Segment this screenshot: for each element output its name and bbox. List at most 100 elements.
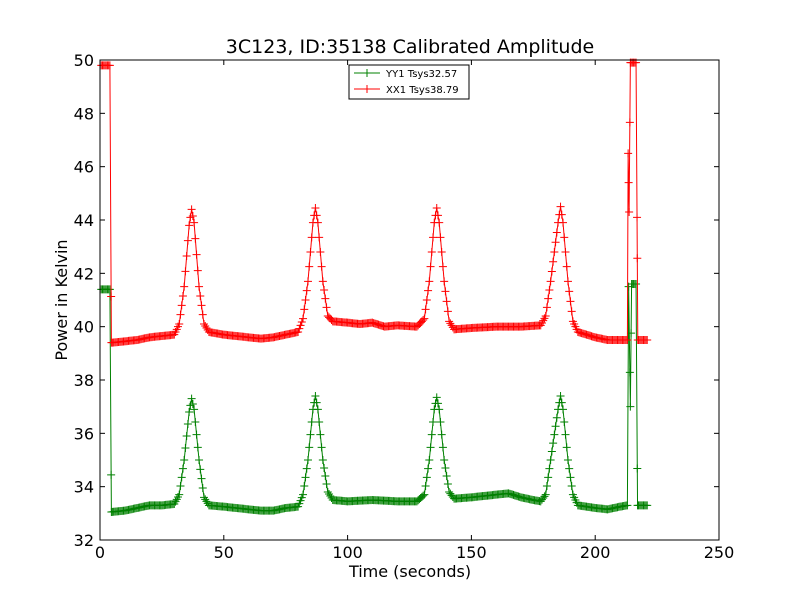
data-point: [190, 218, 199, 227]
data-point: [565, 464, 574, 473]
data-point: [307, 233, 316, 242]
data-point: [181, 444, 190, 452]
data-point: [541, 490, 550, 499]
data-point: [540, 492, 549, 501]
data-point: [632, 280, 641, 288]
data-point: [180, 456, 189, 464]
data-point: [296, 321, 305, 330]
data-point: [435, 405, 444, 414]
data-point: [420, 490, 429, 499]
data-point: [301, 296, 310, 304]
data-point: [185, 408, 194, 416]
y-tick-label: 38: [74, 371, 94, 390]
data-point: [546, 456, 555, 464]
legend-box: [348, 64, 470, 100]
y-axis-label: Power in Kelvin: [52, 239, 71, 360]
data-point: [438, 262, 447, 271]
x-axis-label: Time (seconds): [348, 562, 471, 581]
data-point: [182, 432, 191, 440]
data-point: [562, 443, 571, 452]
x-tick-label: 100: [332, 543, 363, 562]
data-point: [317, 262, 326, 271]
data-point: [300, 482, 309, 490]
y-tick-label: 32: [74, 531, 94, 550]
legend: YY1 Tsys32.57 XX1 Tsys38.79: [348, 64, 470, 100]
data-point: [426, 443, 435, 452]
data-point: [438, 443, 447, 452]
data-point: [185, 221, 194, 230]
series-markers-1: [97, 58, 652, 347]
data-point: [440, 456, 449, 464]
data-point: [566, 473, 575, 482]
data-point: [187, 394, 196, 403]
data-point: [424, 464, 433, 473]
data-point: [625, 118, 634, 127]
data-point: [643, 336, 652, 344]
data-point: [320, 286, 329, 294]
data-point: [306, 430, 315, 439]
data-point: [197, 301, 206, 310]
data-point: [105, 285, 114, 294]
data-point: [294, 328, 303, 336]
data-point: [302, 286, 311, 295]
data-point: [422, 473, 431, 482]
data-point: [441, 287, 450, 296]
data-point: [436, 233, 445, 242]
data-point: [183, 236, 192, 245]
data-point: [542, 482, 551, 490]
data-point: [193, 266, 202, 275]
data-point: [566, 297, 575, 306]
data-point: [191, 418, 200, 426]
data-point: [322, 480, 331, 488]
data-point: [176, 482, 185, 490]
data-point: [315, 418, 324, 426]
data-point: [560, 233, 569, 242]
data-point: [433, 211, 442, 220]
data-point: [557, 398, 566, 407]
data-point: [443, 480, 452, 488]
data-point: [183, 420, 192, 428]
data-point: [188, 400, 197, 408]
data-point: [442, 297, 451, 306]
data-point: [643, 501, 652, 510]
data-point: [552, 413, 561, 422]
data-point: [562, 262, 571, 271]
data-point: [188, 212, 197, 220]
data-point: [302, 464, 311, 473]
data-point: [633, 254, 642, 263]
data-point: [177, 473, 186, 482]
data-point: [627, 329, 636, 338]
data-point: [429, 418, 438, 426]
data-point: [178, 464, 187, 473]
legend-swatch-marker: [363, 85, 371, 93]
data-point: [551, 422, 560, 431]
x-tick-label: 200: [580, 543, 611, 562]
data-point: [295, 324, 304, 333]
data-point: [552, 228, 561, 237]
data-point: [443, 307, 452, 316]
data-point: [191, 234, 200, 243]
data-point: [626, 402, 635, 411]
legend-swatch-marker: [363, 69, 371, 77]
data-point: [633, 213, 642, 222]
data-point: [306, 248, 315, 256]
data-point: [561, 248, 570, 256]
data-point: [549, 439, 558, 448]
data-point: [192, 430, 201, 439]
data-point: [567, 482, 576, 490]
plot-frame: [99, 59, 720, 541]
series-layer: [97, 58, 652, 516]
data-point: [197, 474, 206, 483]
data-point: [565, 287, 574, 296]
data-point: [427, 430, 436, 439]
data-point: [419, 491, 428, 500]
data-point: [318, 277, 327, 286]
data-point: [297, 318, 306, 326]
data-point: [433, 399, 442, 408]
data-point: [422, 296, 431, 304]
data-point: [312, 398, 321, 407]
data-point: [426, 262, 435, 271]
data-point: [437, 248, 446, 256]
data-point: [105, 61, 114, 70]
